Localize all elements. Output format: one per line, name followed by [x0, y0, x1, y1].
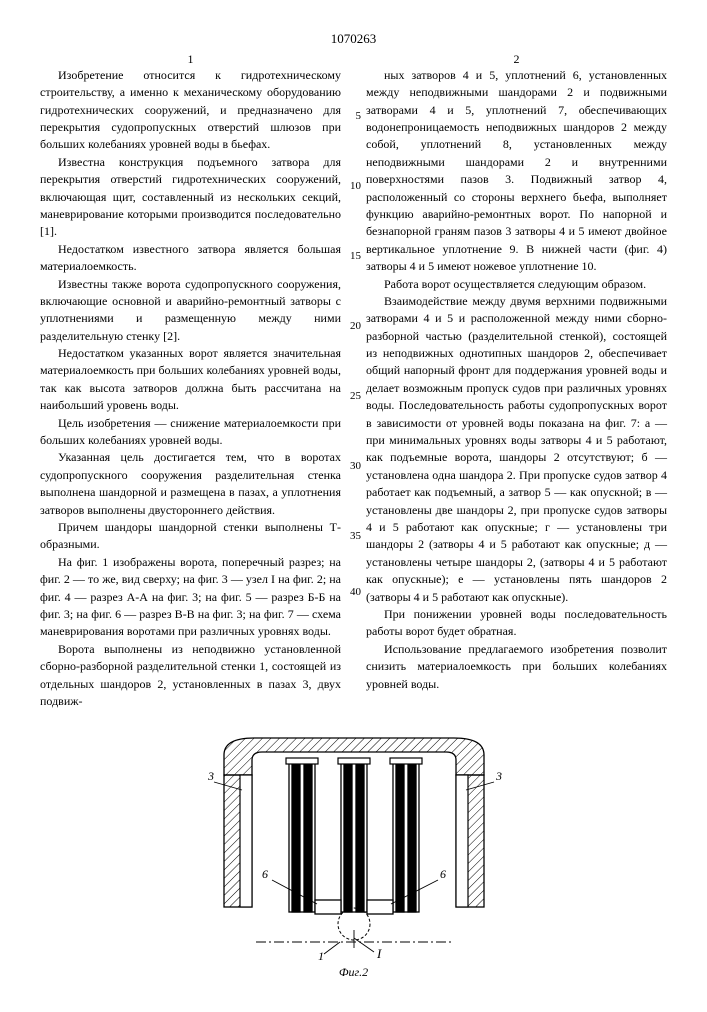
para: При понижении уровней воды последователь… — [366, 606, 667, 641]
para: Работа ворот осуществляется следующим об… — [366, 276, 667, 293]
line-marker: 20 — [346, 319, 361, 335]
left-column: Изобретение относится к гидротехническом… — [40, 67, 341, 710]
fig-label-3-left: 3 — [207, 769, 214, 783]
line-marker: 40 — [346, 585, 361, 601]
document-number: 1070263 — [40, 30, 667, 49]
line-marker: 25 — [346, 389, 361, 405]
para: ных затворов 4 и 5, уплотнений 6, устано… — [366, 67, 667, 276]
para: Взаимодействие между двумя верхними подв… — [366, 293, 667, 606]
right-column: 5 10 15 20 25 30 35 40 ных затворов 4 и … — [366, 67, 667, 710]
line-marker: 35 — [346, 529, 361, 545]
para: Ворота выполнены из неподвижно установле… — [40, 641, 341, 711]
figure-2: 3 3 6 6 1 I Фиг.2 — [40, 730, 667, 981]
fig-label-6-left: 6 — [262, 867, 268, 881]
fig-label-1: 1 — [318, 949, 324, 960]
para: Изобретение относится к гидротехническом… — [40, 67, 341, 154]
para: Известны также ворота судопропускного со… — [40, 276, 341, 346]
para: Цель изобретения — снижение материалоемк… — [40, 415, 341, 450]
para: Недостатком указанных ворот является зна… — [40, 345, 341, 415]
fig-label-6-right: 6 — [440, 867, 446, 881]
line-marker: 15 — [346, 249, 361, 265]
para: Указанная цель достигается тем, что в во… — [40, 449, 341, 519]
line-marker: 10 — [346, 179, 361, 195]
line-marker: 5 — [346, 109, 361, 125]
para: Недостатком известного затвора является … — [40, 241, 341, 276]
text-columns: Изобретение относится к гидротехническом… — [40, 67, 667, 710]
figure-caption: Фиг.2 — [40, 964, 667, 981]
fig-label-I: I — [376, 946, 382, 960]
para: Причем шандоры шандорной стенки выполнен… — [40, 519, 341, 554]
line-marker: 30 — [346, 459, 361, 475]
para: На фиг. 1 изображены ворота, поперечный … — [40, 554, 341, 641]
fig-label-3-right: 3 — [495, 769, 502, 783]
para: Известна конструкция подъемного затвора … — [40, 154, 341, 241]
para: Использование предлагаемого изобретения … — [366, 641, 667, 693]
figure-svg: 3 3 6 6 1 I — [194, 730, 514, 960]
